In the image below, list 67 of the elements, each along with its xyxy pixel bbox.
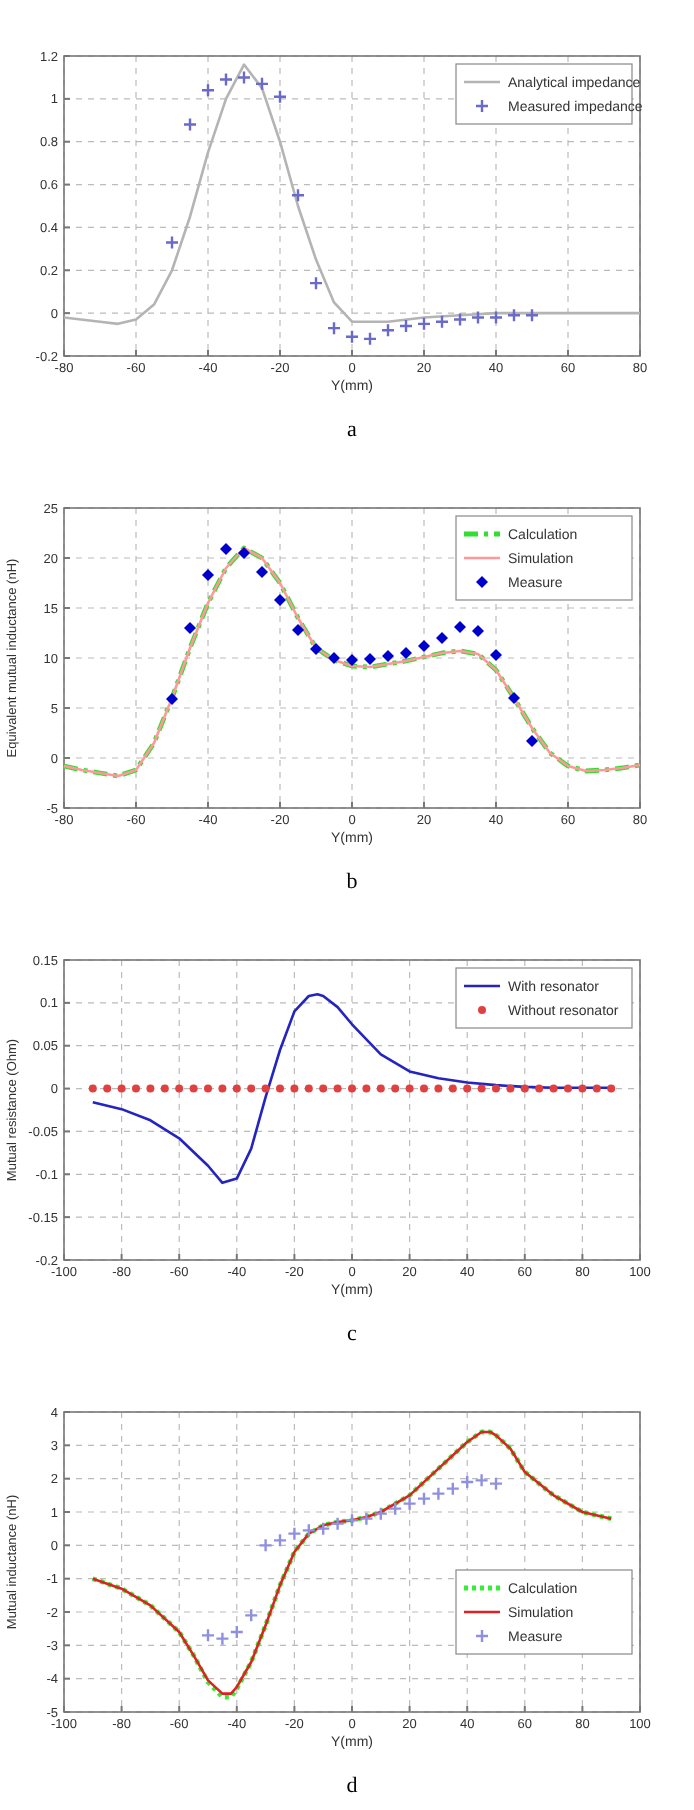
point xyxy=(330,1516,345,1531)
point xyxy=(452,312,468,327)
point xyxy=(398,318,414,334)
point xyxy=(470,310,486,325)
point xyxy=(344,329,360,344)
point xyxy=(184,622,196,634)
text: b xyxy=(346,870,359,894)
point xyxy=(182,117,198,132)
point xyxy=(272,89,288,104)
point xyxy=(460,1474,475,1490)
point xyxy=(436,632,448,644)
point xyxy=(362,331,378,347)
point xyxy=(328,652,340,664)
point xyxy=(215,1631,230,1646)
point xyxy=(272,1533,288,1548)
point xyxy=(359,1511,374,1526)
point xyxy=(474,1473,489,1488)
point xyxy=(388,1501,403,1516)
point xyxy=(308,275,324,291)
point xyxy=(380,323,396,338)
point xyxy=(287,1526,302,1541)
point xyxy=(402,1496,417,1511)
point xyxy=(416,1491,432,1506)
point xyxy=(526,735,538,747)
point xyxy=(166,693,178,705)
point xyxy=(326,320,342,336)
point xyxy=(508,692,520,704)
point xyxy=(490,649,502,661)
point xyxy=(344,1513,360,1528)
text: d xyxy=(346,1774,359,1798)
point xyxy=(488,1476,504,1491)
point xyxy=(416,316,432,332)
point xyxy=(346,654,358,666)
point xyxy=(382,650,394,662)
point xyxy=(218,72,234,87)
point xyxy=(290,188,306,203)
point xyxy=(418,640,430,652)
point xyxy=(254,76,270,92)
point xyxy=(274,594,286,606)
point xyxy=(244,1608,259,1623)
point xyxy=(316,1521,331,1536)
point xyxy=(373,1506,388,1521)
point xyxy=(258,1538,273,1553)
point xyxy=(506,308,522,323)
point xyxy=(310,643,322,655)
point xyxy=(400,647,412,659)
point xyxy=(472,625,484,637)
point xyxy=(301,1523,316,1538)
point xyxy=(434,314,450,329)
point xyxy=(445,1481,460,1496)
point xyxy=(454,621,466,633)
point xyxy=(200,83,216,98)
point xyxy=(220,543,232,555)
text: c xyxy=(347,1322,358,1346)
point xyxy=(236,70,252,85)
point xyxy=(524,308,540,323)
point xyxy=(431,1486,446,1501)
point xyxy=(164,235,180,250)
point xyxy=(364,653,376,665)
point xyxy=(256,566,268,578)
point xyxy=(292,624,304,636)
text: a xyxy=(347,418,358,442)
point xyxy=(488,310,504,325)
point xyxy=(202,569,214,581)
point xyxy=(238,547,250,559)
point xyxy=(229,1624,244,1640)
point xyxy=(200,1628,216,1643)
